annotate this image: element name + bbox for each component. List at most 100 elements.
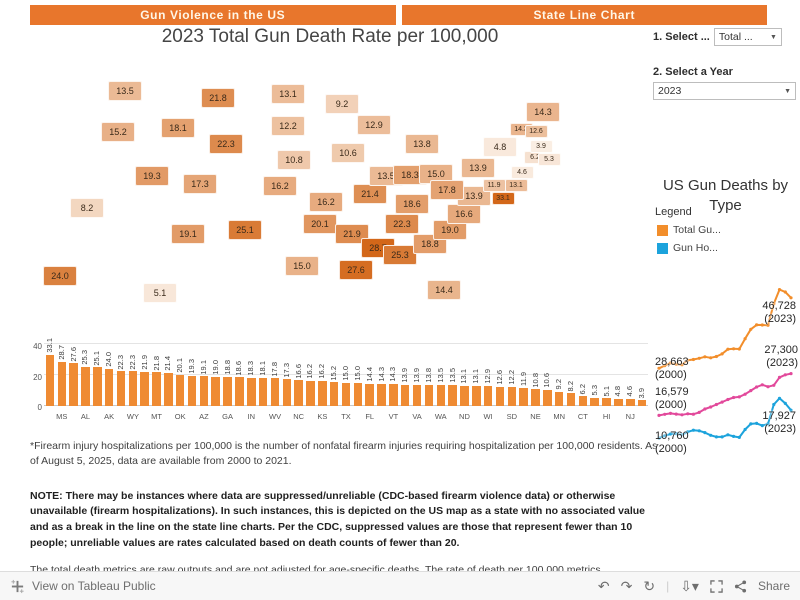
state-MD[interactable]: 11.9 [482,178,506,192]
bar[interactable] [247,377,256,406]
tab-gun-violence-in-the-us[interactable]: Gun Violence in the US [30,5,396,25]
bar-AK[interactable]: 24.0 AK [103,330,115,422]
bar[interactable] [436,385,446,406]
bar-NC[interactable]: 16.6 NC [293,330,305,422]
bar-CT[interactable]: 6.2 CT [577,330,589,422]
bar[interactable] [140,372,149,406]
bar-GA[interactable]: 18.8 GA [222,330,234,422]
bar[interactable] [377,383,386,406]
bar-NM[interactable]: 25.1 [91,330,103,422]
bar-AL[interactable]: 25.3 AL [80,330,92,422]
bar-OK[interactable]: 20.1 OK [174,330,186,422]
bar-VA[interactable]: 13.9 VA [411,330,423,422]
bar[interactable] [614,398,623,406]
bar[interactable] [128,371,138,406]
state-ME[interactable]: 14.3 [526,102,560,122]
bar[interactable] [353,382,363,406]
state-DE[interactable]: 13.1 [504,178,528,192]
bar-MS[interactable]: 28.7 MS [56,330,68,422]
bar-TN[interactable]: 22.3 [115,330,127,422]
bar-ID[interactable]: 18.1 [257,330,269,422]
bar[interactable] [318,380,327,406]
bar-IL[interactable]: 13.5 [447,330,459,422]
state-HI[interactable]: 5.1 [143,283,177,303]
bar-NH[interactable]: 12.6 [494,330,506,422]
bar[interactable] [294,380,303,406]
state-OK[interactable]: 20.1 [303,214,337,234]
state-NY[interactable]: 4.8 [483,137,517,157]
bar-OR[interactable]: 15.2 [328,330,340,422]
bar-DC[interactable]: 33.1 [44,330,56,422]
bar[interactable] [270,378,280,406]
state-IN[interactable]: 18.3 [393,165,427,185]
bar[interactable] [448,385,457,406]
bar[interactable] [45,354,55,406]
bar-MN[interactable]: 9.2 MN [553,330,565,422]
bar-WI[interactable]: 12.9 WI [482,330,494,422]
bar[interactable] [57,361,67,406]
undo-icon[interactable]: ↶ [597,578,610,594]
bar[interactable] [235,377,244,406]
bar[interactable] [412,384,422,406]
bar-KS[interactable]: 16.2 KS [316,330,328,422]
share-icon[interactable] [734,579,747,593]
bar[interactable] [164,372,173,406]
state-WI[interactable]: 12.9 [357,115,391,135]
bar[interactable] [472,385,481,406]
bar-OH[interactable]: 15.0 [352,330,364,422]
bar-NY[interactable]: 4.8 [613,330,625,422]
state-AL[interactable]: 25.3 [383,245,417,265]
state-SD[interactable]: 12.2 [271,116,305,136]
bar-NJ[interactable]: 4.6 NJ [624,330,636,422]
bar[interactable] [152,372,161,406]
bar[interactable] [81,366,90,406]
bar[interactable] [282,379,292,406]
bar-WA[interactable]: 13.5 WA [435,330,447,422]
bar[interactable] [460,385,469,406]
bar[interactable] [93,367,102,406]
bar[interactable] [306,380,315,406]
bar[interactable] [175,374,185,406]
bar-WY[interactable]: 22.3 WY [127,330,139,422]
bar-ND[interactable]: 13.1 ND [459,330,471,422]
bar[interactable] [116,371,126,406]
state-KY[interactable]: 18.6 [395,194,429,214]
legend-item-total[interactable]: Total Gu... [657,224,721,236]
bar-AR[interactable]: 21.9 [139,330,151,422]
download-icon[interactable]: ⇩▾ [680,578,699,594]
bar[interactable] [69,363,78,406]
bar-MD[interactable]: 11.9 [518,330,530,422]
state-AK[interactable]: 24.0 [43,266,77,286]
bar-IN[interactable]: 18.3 IN [245,330,257,422]
bar-SD[interactable]: 12.2 SD [506,330,518,422]
bar[interactable] [329,382,339,406]
bar[interactable] [104,368,114,406]
state-CO[interactable]: 16.2 [263,176,297,196]
bar[interactable] [519,387,528,406]
bar[interactable] [258,377,268,406]
metric-dropdown[interactable]: Total ... ▼ [713,28,782,46]
state-CA[interactable]: 8.2 [70,198,104,218]
state-OR[interactable]: 15.2 [101,122,135,142]
reset-icon[interactable]: ↻ [643,578,656,594]
bar-VT[interactable]: 14.3 VT [387,330,399,422]
bar[interactable] [389,383,398,406]
bar-MI[interactable]: 13.8 [423,330,435,422]
bar-FL[interactable]: 14.4 FL [364,330,376,422]
bar[interactable] [554,391,564,406]
state-NM[interactable]: 25.1 [228,220,262,240]
bar[interactable] [424,384,434,406]
bar[interactable] [211,376,220,406]
state-TN[interactable]: 22.3 [385,214,419,234]
bar-TX[interactable]: 15.0 TX [340,330,352,422]
bar[interactable] [578,396,588,406]
bar[interactable] [495,386,505,406]
state-LA[interactable]: 27.6 [339,260,373,280]
bar[interactable] [531,389,540,406]
bar-PA[interactable]: 13.9 [399,330,411,422]
state-PA[interactable]: 13.9 [461,158,495,178]
bar[interactable] [602,398,611,406]
year-dropdown[interactable]: 2023 ▼ [653,82,796,100]
bar[interactable] [341,382,351,406]
state-FL[interactable]: 14.4 [427,280,461,300]
